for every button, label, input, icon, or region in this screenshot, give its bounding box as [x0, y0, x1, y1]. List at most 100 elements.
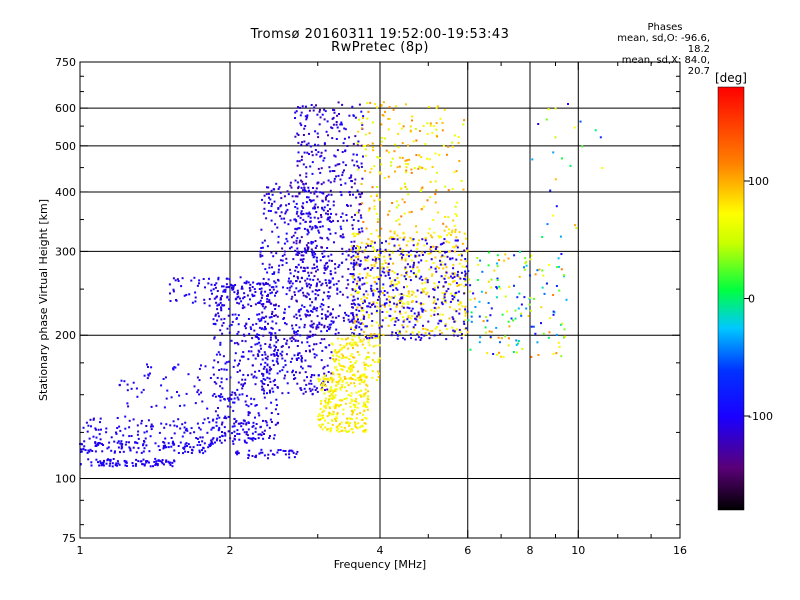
scatter-point	[335, 358, 338, 361]
scatter-point	[273, 304, 275, 307]
scatter-point	[358, 378, 361, 381]
scatter-point	[417, 336, 420, 339]
scatter-point	[253, 329, 256, 332]
scatter-point	[371, 121, 374, 124]
scatter-point	[272, 288, 275, 291]
scatter-point	[350, 344, 353, 347]
scatter-point	[319, 108, 321, 111]
scatter-point	[350, 256, 353, 259]
scatter-point	[314, 293, 317, 296]
scatter-point	[214, 410, 217, 413]
scatter-point	[485, 331, 488, 334]
scatter-point	[99, 461, 102, 464]
scatter-point	[445, 290, 448, 293]
scatter-point	[334, 271, 337, 274]
scatter-point	[209, 445, 211, 447]
scatter-point	[561, 322, 564, 325]
scatter-point	[456, 201, 459, 204]
scatter-point	[81, 443, 83, 446]
scatter-point	[399, 156, 401, 159]
scatter-point	[436, 105, 439, 108]
scatter-point	[352, 356, 355, 359]
scatter-point	[264, 357, 267, 360]
scatter-point	[563, 335, 566, 338]
scatter-point	[330, 386, 333, 389]
scatter-point	[427, 295, 430, 298]
scatter-point	[458, 254, 460, 256]
scatter-point	[332, 308, 334, 311]
scatter-point	[360, 216, 363, 219]
scatter-point	[307, 142, 310, 145]
scatter-point	[316, 182, 319, 185]
scatter-point	[337, 373, 340, 376]
scatter-point	[393, 232, 396, 235]
scatter-point	[376, 287, 379, 290]
scatter-point	[349, 370, 352, 373]
scatter-point	[364, 391, 367, 394]
scatter-point	[310, 310, 313, 312]
scatter-point	[442, 144, 445, 147]
scatter-point	[224, 434, 227, 437]
scatter-point	[409, 254, 412, 257]
scatter-point	[381, 311, 384, 313]
scatter-point	[87, 449, 90, 452]
scatter-point	[444, 323, 447, 326]
scatter-point	[324, 196, 327, 199]
scatter-point	[354, 135, 357, 138]
scatter-point	[445, 225, 448, 228]
scatter-point	[397, 204, 400, 207]
scatter-point	[354, 213, 356, 216]
scatter-point	[173, 459, 175, 462]
scatter-point	[316, 324, 319, 327]
scatter-point	[118, 425, 121, 428]
scatter-point	[326, 261, 329, 264]
scatter-point	[154, 442, 157, 445]
scatter-point	[504, 335, 507, 338]
scatter-point	[239, 359, 241, 362]
scatter-point	[257, 302, 260, 304]
scatter-point	[429, 234, 432, 237]
scatter-point	[540, 306, 543, 309]
scatter-point	[339, 423, 341, 425]
scatter-point	[326, 329, 328, 332]
scatter-point	[257, 355, 260, 357]
scatter-point	[283, 221, 286, 224]
scatter-point	[536, 269, 539, 272]
scatter-point	[406, 285, 408, 288]
scatter-point	[310, 248, 313, 251]
scatter-point	[245, 323, 248, 326]
scatter-point	[365, 375, 368, 378]
scatter-point	[372, 149, 375, 152]
scatter-point	[415, 231, 418, 234]
scatter-point	[292, 258, 295, 261]
scatter-point	[299, 387, 302, 390]
scatter-point	[384, 262, 387, 264]
scatter-point	[481, 270, 484, 273]
scatter-point	[357, 219, 360, 222]
scatter-point	[292, 200, 295, 203]
scatter-point	[259, 250, 262, 253]
scatter-point	[86, 430, 89, 433]
scatter-point	[474, 306, 477, 308]
scatter-point	[351, 320, 354, 323]
scatter-point	[552, 313, 555, 316]
scatter-point	[307, 271, 310, 274]
scatter-point	[305, 251, 308, 254]
scatter-point	[315, 104, 317, 107]
scatter-point	[365, 417, 368, 420]
scatter-point	[442, 267, 445, 270]
scatter-point	[125, 465, 128, 467]
scatter-point	[344, 386, 346, 389]
scatter-point	[490, 278, 493, 281]
scatter-point	[333, 241, 335, 244]
scatter-point	[305, 244, 308, 247]
scatter-point	[314, 207, 316, 209]
scatter-point	[264, 361, 267, 364]
scatter-point	[265, 407, 268, 410]
scatter-point	[378, 357, 381, 360]
scatter-point	[351, 250, 354, 253]
scatter-point	[445, 240, 448, 243]
scatter-point	[353, 329, 356, 331]
scatter-point	[370, 289, 373, 292]
scatter-point	[198, 449, 201, 452]
